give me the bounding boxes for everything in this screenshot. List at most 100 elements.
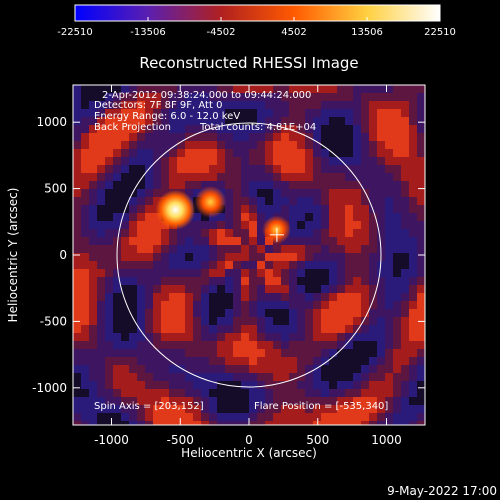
heatmap-cell: [217, 253, 225, 261]
heatmap-cell: [353, 133, 361, 141]
heatmap-cell: [337, 397, 345, 405]
heatmap-cell: [417, 101, 425, 109]
heatmap-cell: [329, 269, 337, 277]
heatmap-cell: [417, 397, 425, 405]
heatmap-cell: [177, 309, 185, 317]
heatmap-cell: [161, 421, 169, 425]
heatmap-cell: [337, 373, 345, 381]
heatmap-cell: [153, 133, 161, 141]
heatmap-cell: [273, 285, 281, 293]
heatmap-cell: [409, 197, 417, 205]
heatmap-cell: [273, 205, 281, 213]
heatmap-cell: [313, 245, 321, 253]
heatmap-cell: [265, 317, 273, 325]
heatmap-cell: [217, 141, 225, 149]
heatmap-cell: [209, 341, 217, 349]
heatmap-cell: [361, 333, 369, 341]
heatmap-cell: [137, 309, 145, 317]
heatmap-cell: [145, 181, 153, 189]
heatmap-cell: [105, 285, 113, 293]
heatmap-cell: [257, 269, 265, 277]
heatmap-cell: [409, 357, 417, 365]
heatmap-cell: [265, 277, 273, 285]
heatmap-cell: [153, 197, 161, 205]
heatmap-cell: [233, 93, 241, 101]
heatmap-cell: [345, 149, 353, 157]
heatmap-cell: [233, 101, 241, 109]
heatmap-cell: [369, 349, 377, 357]
heatmap-cell: [113, 205, 121, 213]
heatmap-cell: [105, 277, 113, 285]
heatmap-cell: [353, 181, 361, 189]
heatmap-cell: [417, 277, 425, 285]
heatmap-cell: [321, 221, 329, 229]
heatmap-cell: [369, 405, 377, 413]
heatmap-cell: [113, 405, 121, 413]
heatmap-cell: [241, 181, 249, 189]
colorbar-gradient: [75, 5, 440, 21]
heatmap-cell: [193, 365, 201, 373]
heatmap-cell: [353, 309, 361, 317]
heatmap-cell: [233, 165, 241, 173]
heatmap-cell: [329, 133, 337, 141]
heatmap-cell: [217, 397, 225, 405]
heatmap-cell: [369, 373, 377, 381]
heatmap-cell: [97, 261, 105, 269]
heatmap-cell: [289, 277, 297, 285]
heatmap-cell: [257, 397, 265, 405]
heatmap-cell: [89, 213, 97, 221]
heatmap-cell: [265, 285, 273, 293]
heatmap-cell: [129, 149, 137, 157]
heatmap-cell: [73, 333, 81, 341]
heatmap-cell: [105, 141, 113, 149]
heatmap-cell: [393, 101, 401, 109]
heatmap-cell: [233, 181, 241, 189]
heatmap-cell: [89, 357, 97, 365]
heatmap-cell: [233, 125, 241, 133]
heatmap-cell: [201, 269, 209, 277]
heatmap-cell: [409, 285, 417, 293]
heatmap-cell: [329, 205, 337, 213]
heatmap-cell: [281, 261, 289, 269]
heatmap-cell: [369, 237, 377, 245]
heatmap-cell: [153, 293, 161, 301]
heatmap-cell: [313, 389, 321, 397]
heatmap-cell: [73, 197, 81, 205]
heatmap-cell: [393, 229, 401, 237]
heatmap-cell: [169, 317, 177, 325]
heatmap-cell: [305, 165, 313, 173]
heatmap-cell: [225, 277, 233, 285]
y-tick-label: -500: [40, 314, 67, 328]
heatmap-cell: [257, 221, 265, 229]
heatmap-cell: [137, 421, 145, 425]
heatmap-cell: [145, 109, 153, 117]
heatmap-cell: [337, 117, 345, 125]
heatmap-cell: [321, 421, 329, 425]
heatmap-cell: [129, 277, 137, 285]
heatmap-cell: [177, 269, 185, 277]
heatmap-cell: [249, 301, 257, 309]
heatmap-cell: [377, 117, 385, 125]
heatmap-cell: [265, 269, 273, 277]
heatmap-cell: [81, 237, 89, 245]
heatmap-cell: [289, 309, 297, 317]
heatmap-cell: [345, 101, 353, 109]
heatmap-cell: [89, 261, 97, 269]
heatmap-cell: [401, 229, 409, 237]
heatmap-cell: [209, 293, 217, 301]
heatmap-cell: [385, 237, 393, 245]
heatmap-cell: [409, 365, 417, 373]
heatmap-cell: [185, 405, 193, 413]
heatmap-cell: [321, 173, 329, 181]
heatmap-cell: [249, 173, 257, 181]
heatmap-cell: [305, 173, 313, 181]
heatmap-cell: [289, 109, 297, 117]
heatmap-cell: [361, 157, 369, 165]
heatmap-cell: [121, 181, 129, 189]
heatmap-cell: [249, 149, 257, 157]
heatmap-cell: [313, 93, 321, 101]
heatmap-cell: [393, 413, 401, 421]
heatmap-cell: [153, 357, 161, 365]
heatmap-cell: [81, 173, 89, 181]
heatmap-cell: [81, 85, 89, 93]
